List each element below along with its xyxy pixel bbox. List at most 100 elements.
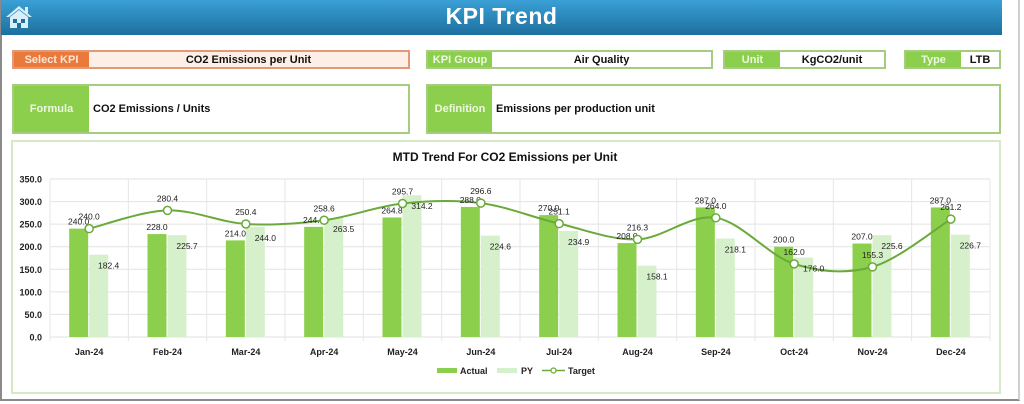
actual-value-label: 244.0 (303, 215, 325, 225)
actual-bar[interactable] (304, 226, 324, 337)
formula-label: Formula (14, 86, 89, 132)
target-value-label: 258.6 (314, 203, 336, 213)
actual-value-label: 287.0 (930, 195, 952, 205)
legend-py-label: PY (521, 366, 533, 376)
py-bar[interactable] (402, 195, 422, 337)
actual-bar[interactable] (695, 207, 715, 337)
actual-bar[interactable] (382, 217, 402, 337)
actual-value-label: 270.0 (538, 203, 560, 213)
target-value-label: 250.4 (235, 207, 257, 217)
target-marker[interactable] (632, 234, 643, 245)
target-value-label: 155.3 (862, 250, 884, 260)
actual-bar[interactable] (930, 207, 950, 337)
unit-value: KgCO2/unit (780, 52, 884, 67)
actual-value-label: 288.0 (460, 195, 482, 205)
select-kpi-dropdown[interactable]: CO2 Emissions per Unit (89, 52, 408, 67)
py-value-label: 218.1 (725, 245, 747, 255)
kpi-group-value: Air Quality (492, 52, 711, 67)
actual-value-label: 240.0 (68, 217, 90, 227)
y-tick-label: 100.0 (19, 287, 42, 297)
actual-bar[interactable] (225, 240, 245, 337)
unit-field: Unit KgCO2/unit (723, 50, 886, 69)
target-marker[interactable] (397, 198, 408, 209)
target-value-label: 251.1 (549, 207, 571, 217)
actual-bar[interactable] (69, 228, 89, 337)
py-bar[interactable] (637, 265, 657, 337)
py-value-label: 226.7 (960, 241, 982, 251)
target-value-label: 296.6 (470, 186, 492, 196)
definition-label: Definition (428, 86, 492, 132)
y-tick-label: 0.0 (29, 333, 42, 343)
kpi-group-field: KPI Group Air Quality (426, 50, 713, 69)
py-bar[interactable] (559, 230, 579, 337)
target-value-label: 216.3 (627, 222, 649, 232)
y-tick-label: 50.0 (24, 310, 42, 320)
target-marker[interactable] (476, 198, 486, 208)
type-label: Type (906, 52, 961, 67)
target-value-label: 162.0 (784, 247, 806, 257)
py-value-label: 176.0 (803, 264, 825, 274)
actual-value-label: 200.0 (773, 235, 795, 245)
x-tick-label: Feb-24 (153, 347, 182, 357)
target-marker[interactable] (162, 205, 173, 216)
page-title: KPI Trend (445, 3, 558, 29)
target-value-label: 240.0 (79, 212, 101, 222)
definition-value: Emissions per production unit (492, 86, 999, 132)
x-tick-label: Aug-24 (622, 347, 653, 357)
x-tick-label: Mar-24 (231, 347, 260, 357)
target-line (88, 199, 952, 273)
actual-bar[interactable] (774, 246, 794, 337)
target-value-label: 261.2 (940, 202, 962, 212)
x-tick-label: Oct-24 (780, 347, 808, 357)
target-marker[interactable] (241, 219, 251, 229)
x-tick-label: Jun-24 (466, 347, 495, 357)
target-marker[interactable] (867, 262, 878, 272)
legend-actual-swatch (437, 368, 457, 373)
type-value: LTB (961, 52, 999, 67)
target-marker[interactable] (789, 259, 799, 269)
actual-bar[interactable] (460, 206, 480, 337)
x-tick-label: Sep-24 (701, 347, 731, 357)
py-bar[interactable] (480, 235, 500, 337)
py-value-label: 234.9 (568, 237, 590, 247)
select-kpi-label: Select KPI (14, 52, 89, 67)
py-bar[interactable] (324, 218, 344, 337)
py-value-label: 225.6 (881, 241, 903, 251)
y-tick-label: 300.0 (19, 197, 42, 207)
py-bar[interactable] (715, 238, 735, 337)
py-bar[interactable] (245, 226, 265, 337)
home-icon[interactable] (5, 4, 33, 30)
actual-value-label: 214.0 (225, 228, 247, 238)
type-field: Type LTB (904, 50, 1001, 69)
unit-label: Unit (725, 52, 780, 67)
target-value-label: 295.7 (392, 187, 414, 197)
legend-target-label: Target (568, 366, 595, 376)
py-bar[interactable] (950, 234, 970, 337)
actual-value-label: 264.8 (381, 205, 403, 215)
x-tick-label: Dec-24 (936, 347, 966, 357)
actual-bar[interactable] (617, 243, 637, 337)
actual-bar[interactable] (147, 234, 167, 337)
actual-value-label: 287.0 (695, 195, 717, 205)
select-kpi-field[interactable]: Select KPI CO2 Emissions per Unit (12, 50, 410, 69)
x-tick-label: Jul-24 (546, 347, 572, 357)
actual-bar[interactable] (852, 243, 872, 337)
target-marker[interactable] (554, 218, 564, 229)
py-value-label: 225.7 (176, 241, 198, 251)
target-marker[interactable] (84, 223, 94, 234)
target-marker[interactable] (319, 215, 329, 226)
actual-bar[interactable] (539, 215, 559, 337)
py-value-label: 263.5 (333, 224, 355, 234)
target-marker[interactable] (711, 213, 721, 223)
py-bar[interactable] (794, 257, 814, 337)
target-value-label: 280.4 (157, 193, 179, 203)
actual-value-label: 207.0 (851, 232, 873, 242)
title-bar: KPI Trend (1, 0, 1002, 35)
x-tick-label: Apr-24 (310, 347, 339, 357)
py-bar[interactable] (167, 235, 187, 337)
x-tick-label: May-24 (387, 347, 418, 357)
py-bar[interactable] (89, 254, 109, 337)
target-marker[interactable] (946, 214, 956, 224)
